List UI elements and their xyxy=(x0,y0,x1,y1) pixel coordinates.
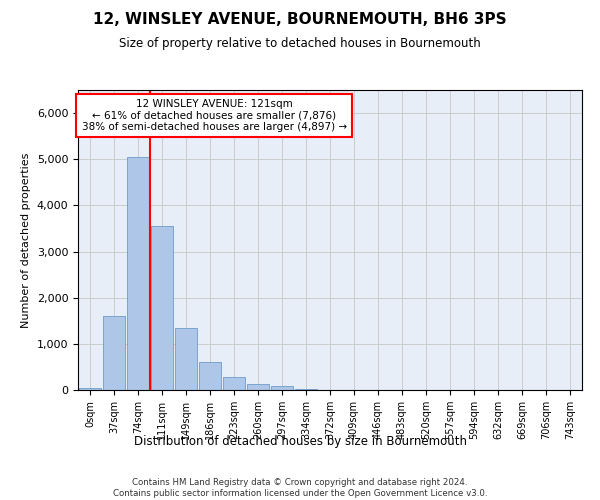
Bar xyxy=(199,362,221,390)
Text: Distribution of detached houses by size in Bournemouth: Distribution of detached houses by size … xyxy=(133,435,467,448)
Y-axis label: Number of detached properties: Number of detached properties xyxy=(21,152,31,328)
Bar xyxy=(223,377,245,390)
Bar xyxy=(151,226,173,390)
Text: Contains HM Land Registry data © Crown copyright and database right 2024.
Contai: Contains HM Land Registry data © Crown c… xyxy=(113,478,487,498)
Bar xyxy=(175,328,197,390)
Bar xyxy=(127,157,149,390)
Text: 12 WINSLEY AVENUE: 121sqm
← 61% of detached houses are smaller (7,876)
38% of se: 12 WINSLEY AVENUE: 121sqm ← 61% of detac… xyxy=(82,99,347,132)
Bar xyxy=(103,316,125,390)
Bar xyxy=(295,388,317,390)
Bar xyxy=(247,384,269,390)
Bar xyxy=(271,386,293,390)
Text: 12, WINSLEY AVENUE, BOURNEMOUTH, BH6 3PS: 12, WINSLEY AVENUE, BOURNEMOUTH, BH6 3PS xyxy=(93,12,507,28)
Text: Size of property relative to detached houses in Bournemouth: Size of property relative to detached ho… xyxy=(119,38,481,51)
Bar xyxy=(79,388,101,390)
